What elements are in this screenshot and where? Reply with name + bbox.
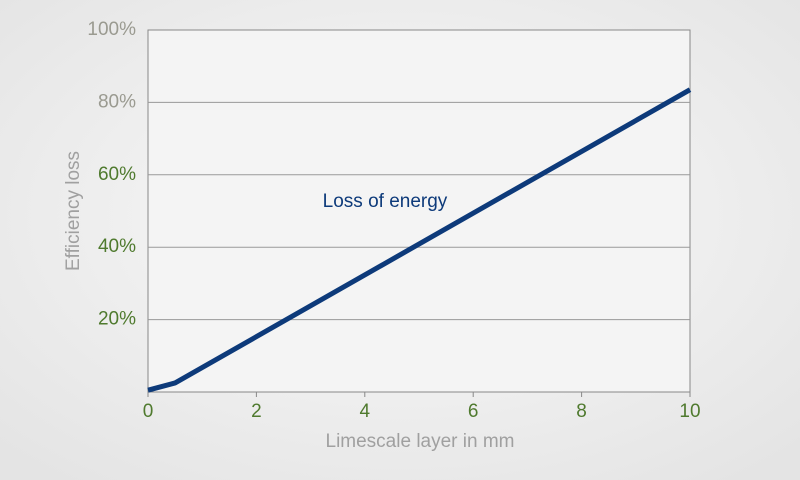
y-tick-label: 80% [98, 91, 136, 112]
y-axis-label: Efficiency loss [63, 151, 84, 271]
x-tick-label: 8 [576, 401, 587, 422]
x-tick-label: 0 [143, 401, 154, 422]
y-tick-label: 40% [98, 236, 136, 257]
y-tick-label: 100% [87, 19, 136, 40]
x-axis-label: Limescale layer in mm [326, 431, 515, 452]
x-tick-label: 4 [360, 401, 371, 422]
x-tick-label: 10 [679, 401, 700, 422]
line-series [147, 87, 692, 393]
plot-area [147, 29, 691, 393]
x-tick-label: 6 [468, 401, 479, 422]
x-tick-label: 2 [251, 401, 262, 422]
y-tick-label: 20% [98, 309, 136, 330]
annotation: Loss of energy [323, 191, 448, 212]
y-tick-label: 60% [98, 164, 136, 185]
